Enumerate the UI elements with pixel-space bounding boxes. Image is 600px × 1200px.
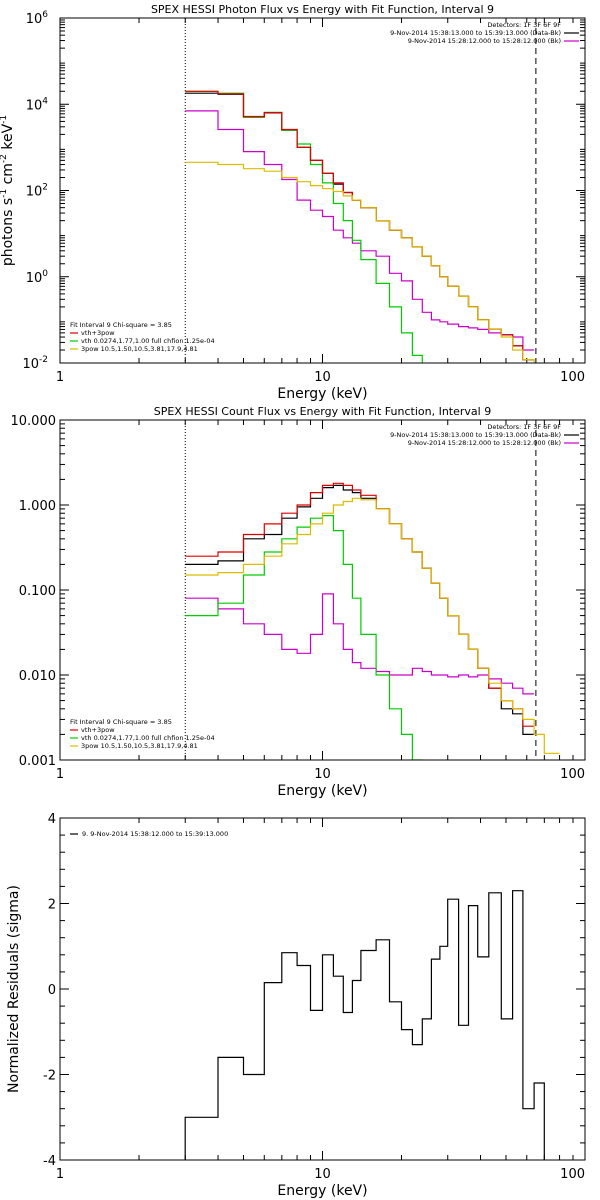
legend-entry-text: 9. 9-Nov-2014 15:38:12.000 to 15:39:13.0… bbox=[82, 830, 228, 838]
y-tick-label: 1.000 bbox=[19, 499, 56, 514]
y-axis-label: photons s-1 cm-2 keV-1 bbox=[0, 115, 16, 266]
series-2-line bbox=[185, 515, 423, 760]
series-group bbox=[185, 482, 560, 760]
legend-entry-text: 9-Nov-2014 15:38:13.000 to 15:39:13.000 … bbox=[390, 431, 561, 439]
x-tick-label: 1 bbox=[56, 767, 64, 782]
y-tick-label: 2 bbox=[48, 898, 56, 913]
y-axis-label-part: photons s bbox=[0, 198, 16, 266]
y-tick-exponent: 4 bbox=[42, 96, 48, 106]
series-4-line bbox=[185, 497, 560, 754]
series-0-line bbox=[184, 890, 545, 1160]
y-tick-label: 0 bbox=[48, 983, 56, 998]
legend-header: Detectors: 1F 3F 6F 9F bbox=[487, 423, 561, 431]
x-tick-label: 10 bbox=[314, 1167, 331, 1182]
y-tick-base: 10 bbox=[26, 98, 43, 113]
legend-entry-text: 9-Nov-2014 15:28:12.000 to 15:28:12.000 … bbox=[408, 37, 561, 45]
x-tick-label: 100 bbox=[560, 1167, 585, 1182]
x-tick-label: 100 bbox=[560, 370, 585, 385]
photon-flux-panel: SPEX HESSI Photon Flux vs Energy with Fi… bbox=[0, 3, 586, 402]
y-axis-label-exponent: -1 bbox=[0, 115, 9, 124]
y-axis-label-part: keV bbox=[0, 123, 16, 154]
x-tick-label: 10 bbox=[314, 767, 331, 782]
legend-entry-text: 3pow 10.5,1.50,10.5,3.81,17.9,4.81 bbox=[81, 742, 198, 750]
legend-header: Fit Interval 9 Chi-square = 3.85 bbox=[70, 718, 172, 726]
series-4-line bbox=[185, 161, 535, 363]
series-group bbox=[184, 890, 545, 1160]
y-tick-exponent: 6 bbox=[42, 10, 48, 20]
series-1-line bbox=[185, 110, 535, 351]
y-axis-label-exponent: -1 bbox=[0, 189, 9, 198]
y-tick-label: 4 bbox=[48, 812, 56, 827]
legend-entry-text: 3pow 10.5,1.50,10.5,3.81,17.9,4.81 bbox=[81, 345, 198, 353]
legend-header: Detectors: 1F 3F 6F 9F bbox=[487, 21, 561, 29]
y-axis-label-exponent: -2 bbox=[0, 154, 9, 163]
y-tick-exponent: 0 bbox=[42, 269, 48, 279]
series-2-line bbox=[185, 90, 423, 363]
y-tick-label: 106 bbox=[26, 10, 49, 27]
legend-entry-text: vth+3pow bbox=[81, 329, 115, 337]
y-tick-base: 10 bbox=[26, 12, 43, 27]
x-tick-label: 10 bbox=[314, 370, 331, 385]
y-tick-exponent: -2 bbox=[39, 355, 48, 365]
series-0-line bbox=[185, 484, 535, 735]
x-tick-label: 1 bbox=[56, 1167, 64, 1182]
y-tick-base: 10 bbox=[26, 271, 43, 286]
chart-title: SPEX HESSI Photon Flux vs Energy with Fi… bbox=[151, 3, 494, 16]
y-tick-label: 104 bbox=[26, 96, 49, 113]
plot-frame bbox=[59, 817, 586, 1161]
x-axis-label: Energy (keV) bbox=[277, 783, 367, 799]
chart-title: SPEX HESSI Count Flux vs Energy with Fit… bbox=[154, 405, 491, 418]
y-tick-base: 10 bbox=[26, 185, 43, 200]
y-tick-exponent: 2 bbox=[42, 183, 48, 193]
y-tick-label: 10-2 bbox=[22, 355, 48, 372]
y-axis-label: Normalized Residuals (sigma) bbox=[6, 885, 22, 1093]
y-tick-label: -4 bbox=[43, 1154, 56, 1169]
y-tick-label: 10.000 bbox=[11, 414, 57, 429]
series-1-line bbox=[185, 593, 535, 695]
x-axis-label: Energy (keV) bbox=[277, 386, 367, 402]
plot-frame bbox=[59, 17, 586, 364]
y-tick-label: -2 bbox=[43, 1069, 56, 1084]
legend-entry-text: 9-Nov-2014 15:38:13.000 to 15:39:13.000 … bbox=[390, 29, 561, 37]
legend-entry-text: vth 0.0274,1.77,1.00 full chfion 1.25e-0… bbox=[81, 734, 215, 742]
series-group bbox=[185, 90, 535, 363]
y-tick-label: 0.100 bbox=[19, 584, 56, 599]
legend-entry-text: 9-Nov-2014 15:28:12.000 to 15:28:12.000 … bbox=[408, 439, 561, 447]
y-tick-base: 10 bbox=[22, 357, 39, 372]
y-tick-label: 102 bbox=[26, 183, 48, 200]
y-axis-label-part: cm bbox=[0, 163, 16, 189]
y-tick-label: 100 bbox=[26, 269, 49, 286]
x-tick-label: 1 bbox=[56, 370, 64, 385]
y-tick-label: 0.001 bbox=[19, 754, 56, 769]
plot-frame bbox=[59, 419, 586, 761]
count-flux-panel: SPEX HESSI Count Flux vs Energy with Fit… bbox=[11, 405, 586, 799]
legend-entry-text: vth+3pow bbox=[81, 726, 115, 734]
legend-header: Fit Interval 9 Chi-square = 3.85 bbox=[70, 321, 172, 329]
x-axis-label: Energy (keV) bbox=[277, 1183, 367, 1199]
series-3-line bbox=[185, 482, 535, 727]
legend-entry-text: vth 0.0274,1.77,1.00 full chfion 1.25e-0… bbox=[81, 337, 215, 345]
x-tick-label: 100 bbox=[560, 767, 585, 782]
residuals-panel: 1 10 100 -4 -2 0 2 4 Energy (keV) Normalized Resi… bbox=[6, 812, 586, 1199]
y-tick-label: 0.010 bbox=[19, 669, 56, 684]
